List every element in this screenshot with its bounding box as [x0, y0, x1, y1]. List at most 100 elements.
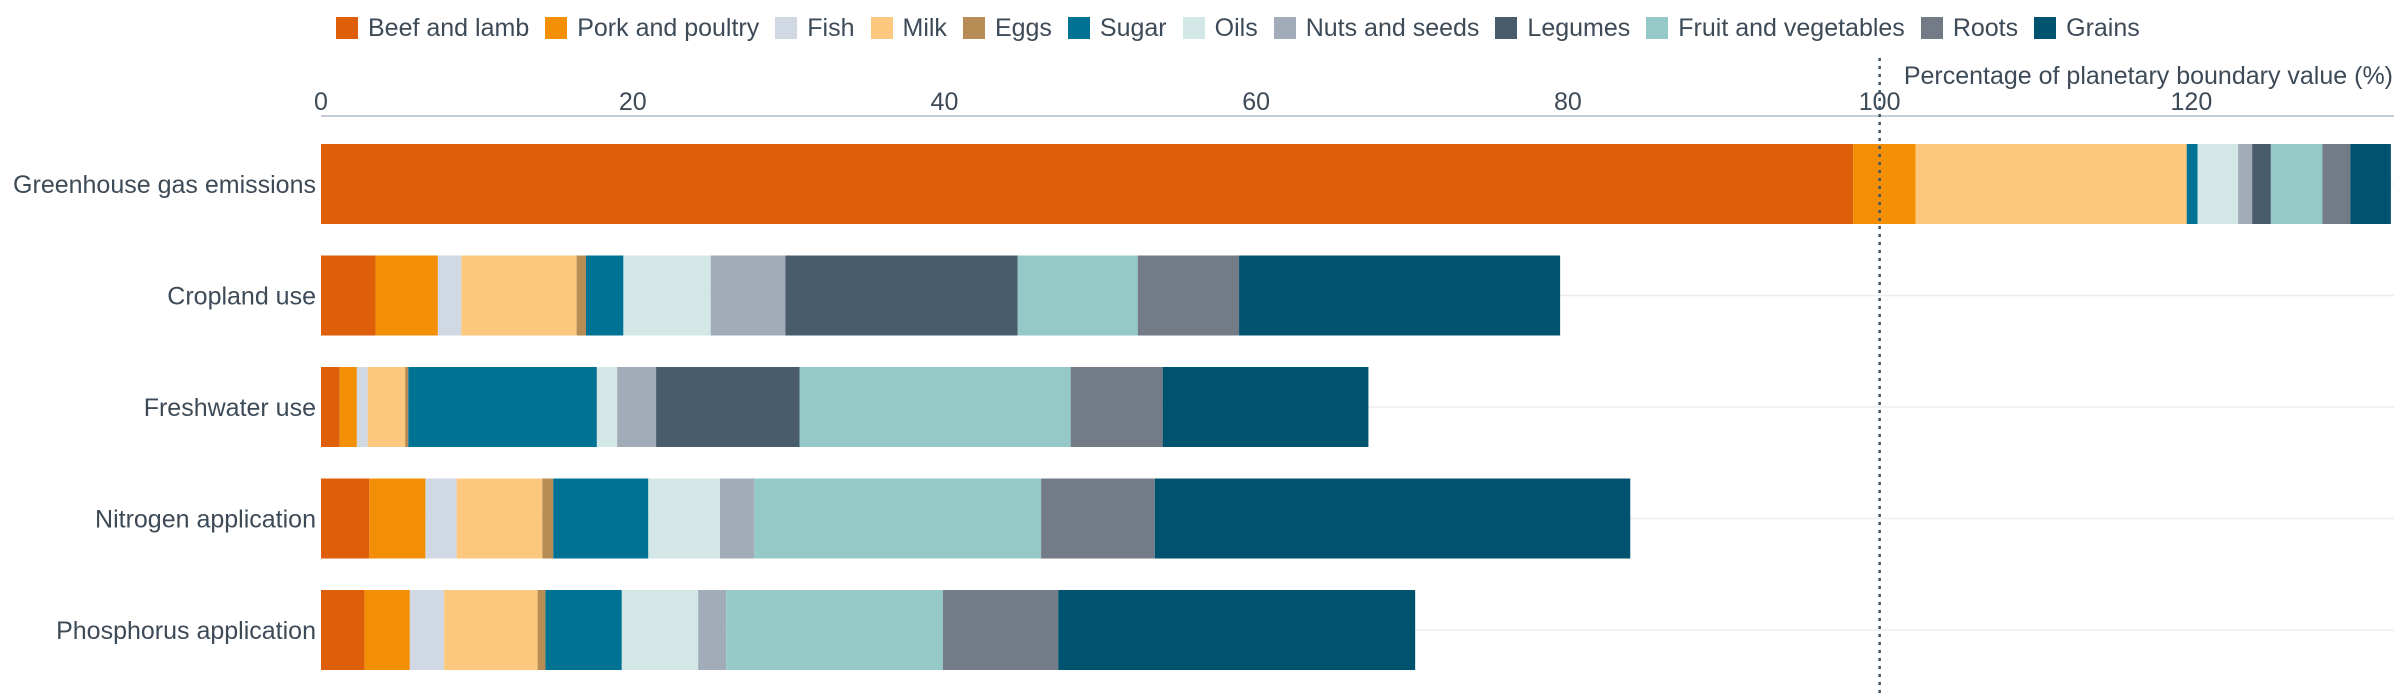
bar-segment-pork-and-poultry — [364, 590, 410, 670]
bar-segment-grains — [1154, 478, 1631, 559]
bar-segment-milk — [456, 478, 543, 559]
legend-label: Pork and poultry — [577, 13, 760, 42]
bar-segment-roots — [942, 590, 1059, 670]
bar-segment-sugar — [2186, 144, 2198, 224]
legend-swatch — [870, 17, 893, 39]
legend-label: Milk — [902, 13, 947, 42]
bar-segment-oils — [623, 255, 711, 336]
legend-item-beef-and-lamb: Beef and lamb — [336, 14, 529, 43]
bar-segment-legumes — [2252, 144, 2271, 224]
bar-segment-nuts-and-seeds — [710, 255, 786, 336]
legend-item-pork-and-poultry: Pork and poultry — [545, 14, 759, 43]
bar-segment-nuts-and-seeds — [698, 590, 727, 670]
x-tick-label: 120 — [2171, 88, 2213, 116]
bar-segment-beef-and-lamb — [321, 590, 365, 670]
legend-swatch — [2034, 17, 2057, 39]
bar-segment-grains — [1058, 590, 1416, 670]
bar-segment-roots — [1041, 478, 1155, 559]
bar-segment-oils — [621, 590, 699, 670]
legend-item-eggs: Eggs — [962, 13, 1052, 43]
bar-segment-oils — [648, 478, 721, 559]
legend-item-roots: Roots — [1920, 13, 2019, 43]
bar-segment-grains — [1239, 255, 1561, 336]
legend-swatch — [1273, 17, 1296, 39]
legend-label: Grains — [2066, 13, 2140, 42]
bar-segment-fish — [425, 478, 457, 559]
category-label: Cropland use — [167, 283, 316, 311]
bar-segment-sugar — [408, 367, 597, 447]
bar-segment-grains — [1162, 367, 1369, 447]
bar-segment-beef-and-lamb — [321, 255, 376, 336]
legend-label: Nuts and seeds — [1305, 13, 1480, 42]
bar-segment-oils — [596, 367, 618, 447]
bar-segment-beef-and-lamb — [321, 367, 340, 447]
bars — [321, 144, 2391, 670]
bar-segment-eggs — [405, 367, 409, 447]
legend-swatch — [962, 17, 985, 39]
bar-segment-eggs — [576, 255, 586, 336]
bar-segment-sugar — [585, 255, 624, 336]
legend-item-nuts-and-seeds: Nuts and seeds — [1273, 13, 1480, 43]
bar-segment-fish — [356, 367, 368, 447]
bar-segment-legumes — [656, 367, 800, 447]
x-tick-label: 0 — [314, 88, 328, 116]
bar-segment-roots — [1070, 367, 1163, 447]
bar-segment-nuts-and-seeds — [720, 478, 755, 559]
legend-swatch — [336, 17, 358, 39]
legend-swatch — [775, 17, 798, 39]
legend-label: Oils — [1214, 13, 1258, 42]
bar-segment-oils — [2197, 144, 2239, 224]
legend-label: Sugar — [1099, 13, 1167, 42]
bar-segment-beef-and-lamb — [321, 144, 1854, 224]
bar-segment-legumes — [785, 255, 1018, 336]
bar-segment-pork-and-poultry — [339, 367, 357, 447]
x-tick-label: 80 — [1554, 88, 1582, 116]
x-axis: 0 20 40 60 80 100 120 — [314, 88, 2394, 117]
legend: Beef and lamb Pork and poultry Fish Milk Egg… — [336, 8, 2156, 48]
legend-item-fish: Fish — [775, 13, 855, 43]
legend-label: Fruit and vegetables — [1678, 13, 1905, 42]
x-tick-label: 40 — [931, 88, 959, 116]
bar-segment-eggs — [542, 478, 554, 559]
legend-swatch — [545, 17, 568, 39]
x-axis-title: Percentage of planetary boundary value (… — [1904, 62, 2393, 90]
bar-segment-nuts-and-seeds — [617, 367, 657, 447]
bar-segment-fruit-and-vegetables — [2270, 144, 2323, 224]
category-label: Nitrogen application — [95, 506, 316, 534]
bar-segment-roots — [1137, 255, 1240, 336]
category-labels: Greenhouse gas emissions Cropland use Fres… — [13, 171, 316, 645]
bar-segment-sugar — [553, 478, 649, 559]
x-tick-label: 60 — [1242, 88, 1270, 116]
legend-label: Roots — [1952, 13, 2019, 42]
legend-label: Fish — [807, 13, 855, 42]
legend-item-sugar: Sugar — [1067, 13, 1167, 43]
category-label: Phosphorus application — [56, 617, 316, 645]
bar-segment-milk — [444, 590, 538, 670]
legend-swatch — [1920, 17, 1943, 39]
category-label: Freshwater use — [144, 394, 316, 422]
bar-segment-pork-and-poultry — [375, 255, 438, 336]
legend-item-legumes: Legumes — [1495, 14, 1630, 43]
bar-segment-pork-and-poultry — [369, 478, 426, 559]
x-tick-label: 20 — [619, 88, 647, 116]
bar-segment-grains — [2350, 144, 2391, 224]
bar-segment-sugar — [545, 590, 622, 670]
category-label: Greenhouse gas emissions — [13, 171, 316, 199]
legend-label: Legumes — [1527, 13, 1631, 42]
bar-segment-milk — [461, 255, 577, 336]
legend-swatch — [1067, 17, 1090, 39]
bar-segment-roots — [2322, 144, 2351, 224]
bar-segment-pork-and-poultry — [1853, 144, 1916, 224]
bar-segment-fruit-and-vegetables — [1017, 255, 1138, 336]
bar-segment-eggs — [537, 590, 546, 670]
bar-segment-fruit-and-vegetables — [754, 478, 1042, 559]
bar-segment-fruit-and-vegetables — [799, 367, 1071, 447]
bar-segment-milk — [367, 367, 406, 447]
legend-label: Eggs — [994, 13, 1052, 42]
legend-item-fruit-and-vegetables: Fruit and vegetables — [1646, 14, 1905, 43]
bar-segment-fish — [409, 590, 445, 670]
legend-swatch — [1182, 17, 1205, 39]
legend-item-milk: Milk — [870, 13, 947, 43]
legend-label: Beef and lamb — [368, 13, 530, 42]
